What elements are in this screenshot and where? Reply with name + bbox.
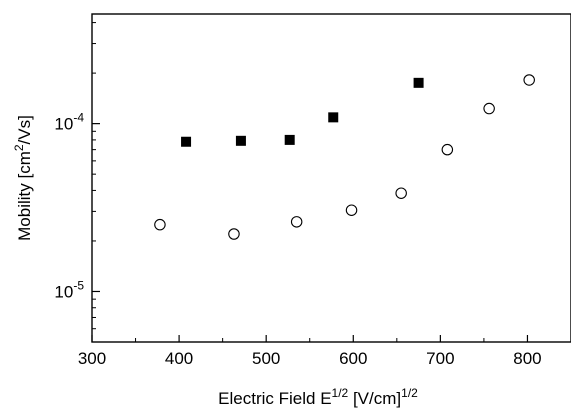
- y-tick-label: 10-4: [54, 111, 84, 134]
- x-tick-label: 600: [339, 349, 367, 368]
- data-point-circle: [483, 102, 495, 115]
- data-point-square: [413, 77, 424, 88]
- axis-tick-labels: 300 400 500 600 700 800 10-4 10-5: [54, 111, 541, 368]
- y-tick-label: 10-5: [54, 278, 84, 301]
- data-point-circle: [441, 143, 454, 156]
- data-point-circle: [523, 74, 535, 86]
- plot-frame: [91, 13, 571, 343]
- data-point-circle: [395, 187, 407, 199]
- data-point-square: [284, 134, 295, 145]
- data-point-circle: [228, 228, 240, 240]
- data-point-square: [235, 135, 246, 146]
- data-point-square: [181, 136, 192, 147]
- data-point-circle: [290, 216, 303, 228]
- data-point-circle: [154, 218, 166, 231]
- x-tick-label: 300: [78, 349, 106, 368]
- x-axis-title: Electric Field E1/2 [V/cm]1/2: [218, 386, 418, 408]
- x-tick-label: 800: [513, 349, 541, 368]
- y-axis-title: Mobility [cm2/Vs]: [12, 115, 34, 241]
- axis-ticks: [91, 22, 529, 342]
- data-point-circle: [345, 204, 358, 216]
- data-points: [154, 74, 535, 240]
- x-tick-label: 500: [252, 349, 280, 368]
- x-tick-label: 700: [426, 349, 454, 368]
- x-tick-label: 400: [165, 349, 193, 368]
- data-point-square: [328, 112, 339, 123]
